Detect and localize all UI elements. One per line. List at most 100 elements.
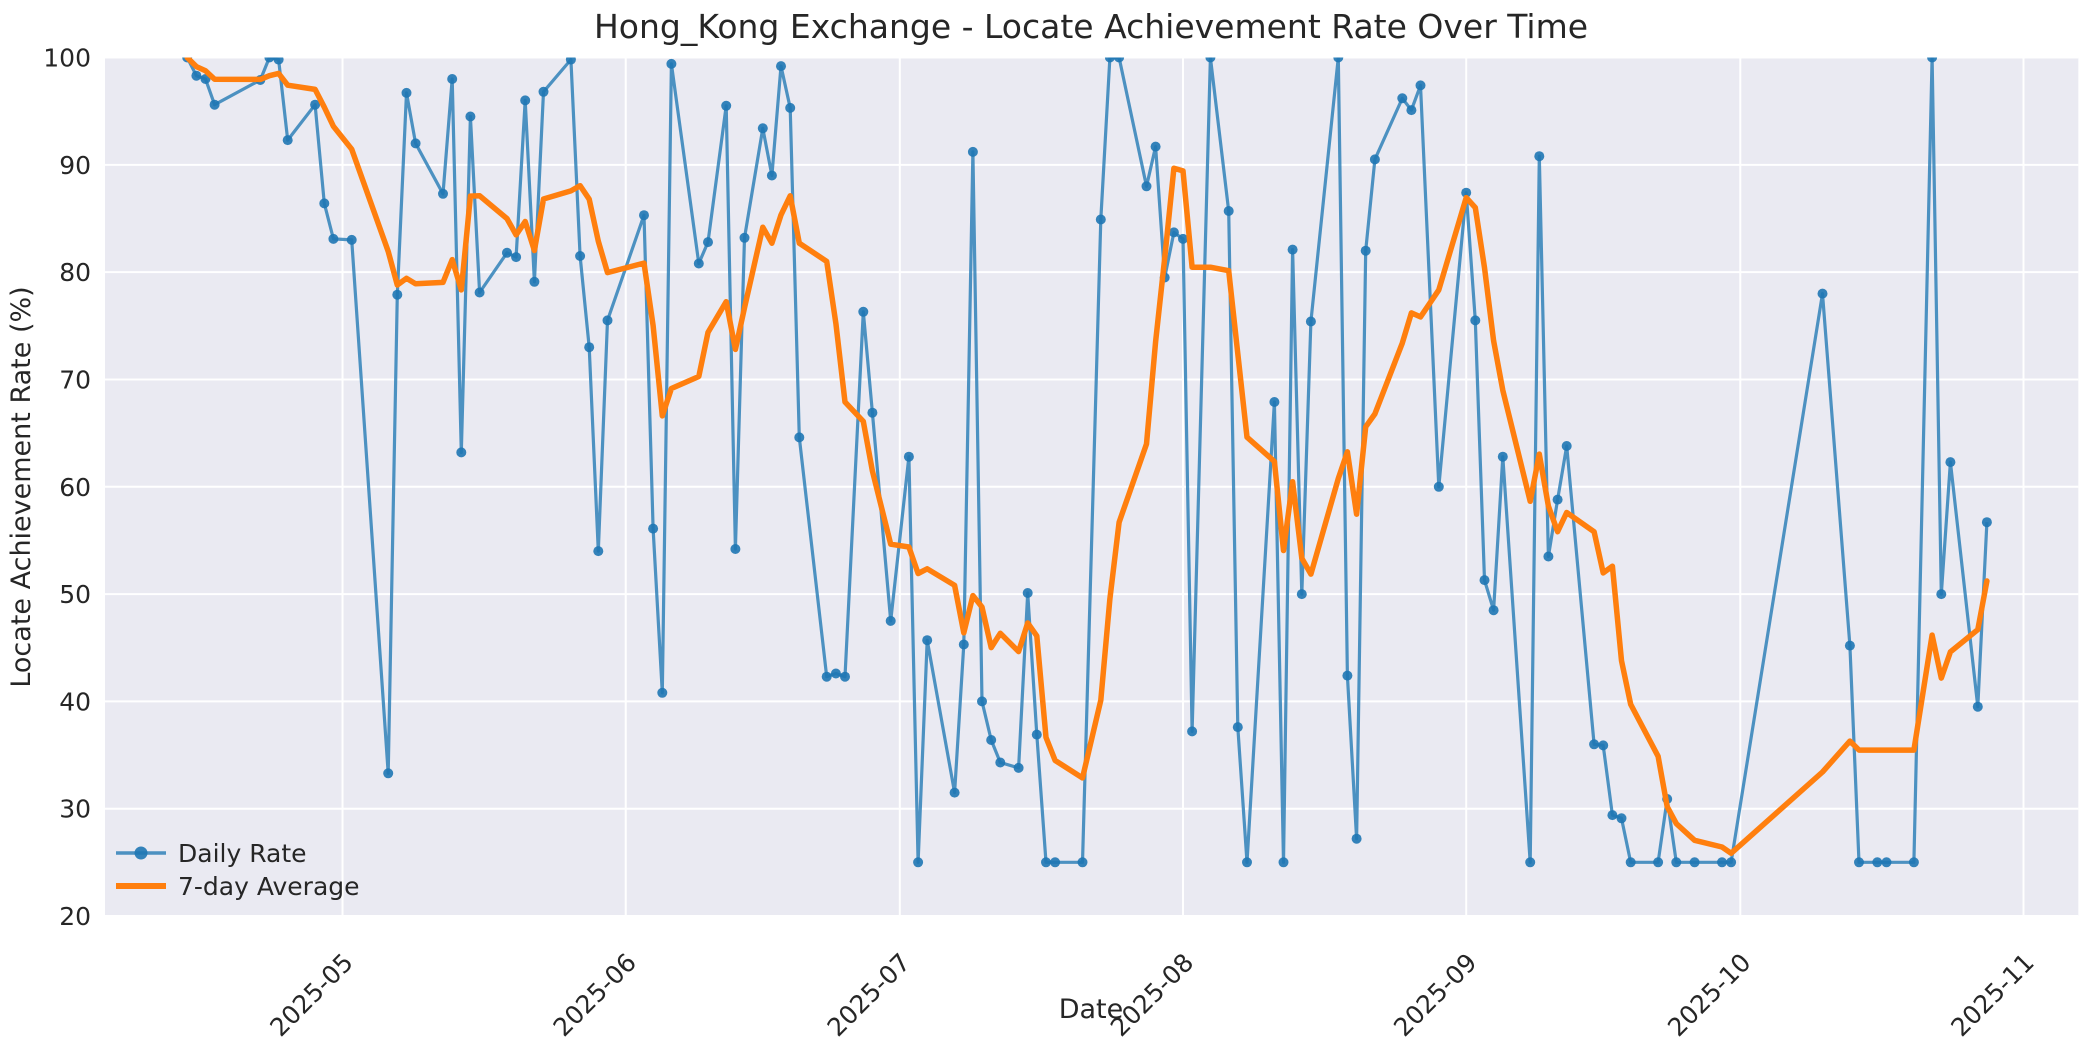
daily-rate-marker <box>401 87 412 98</box>
daily-rate-marker <box>1205 57 1216 63</box>
daily-rate-marker <box>1050 857 1061 868</box>
y-tick-label: 60 <box>59 473 91 502</box>
y-tick-label: 40 <box>59 687 91 716</box>
daily-rate-marker <box>1717 857 1727 868</box>
daily-rate-marker <box>730 544 741 554</box>
daily-rate-marker <box>282 135 293 146</box>
daily-rate-marker <box>1333 57 1344 63</box>
daily-rate-marker <box>465 111 476 122</box>
daily-rate-marker <box>529 276 540 287</box>
daily-rate-marker <box>721 100 732 111</box>
daily-rate-marker <box>776 61 786 72</box>
daily-rate-marker <box>1616 813 1627 824</box>
daily-rate-marker <box>1653 857 1664 868</box>
daily-rate-marker <box>575 251 586 261</box>
daily-rate-marker <box>456 447 467 458</box>
daily-rate-marker <box>1689 857 1700 868</box>
daily-rate-marker <box>1095 214 1106 225</box>
daily-rate-marker <box>648 523 659 534</box>
daily-rate-marker <box>584 342 595 353</box>
daily-rate-marker <box>1625 857 1636 868</box>
daily-rate-marker <box>1022 588 1033 598</box>
y-tick-label: 100 <box>43 44 91 73</box>
daily-rate-marker <box>1488 605 1499 616</box>
daily-rate-marker <box>1406 105 1417 116</box>
daily-rate-marker <box>1141 181 1152 192</box>
daily-rate-marker <box>1369 154 1380 165</box>
x-tick-label: 2025-05 <box>264 948 358 1042</box>
daily-rate-marker <box>867 407 878 418</box>
daily-rate-marker <box>1077 857 1088 868</box>
daily-rate-marker <box>693 258 704 269</box>
daily-rate-marker <box>1287 244 1298 255</box>
daily-rate-marker <box>1908 857 1919 868</box>
daily-rate-marker <box>1598 740 1609 751</box>
series-layer <box>182 57 1992 868</box>
daily-rate-marker <box>410 138 421 149</box>
daily-rate-marker <box>1031 729 1042 740</box>
y-tick-label: 30 <box>59 795 91 824</box>
daily-rate-marker <box>666 58 677 69</box>
daily-rate-marker <box>438 188 448 199</box>
daily-rate-marker <box>977 696 987 707</box>
daily-rate-marker <box>1114 57 1125 63</box>
daily-rate-marker <box>913 857 924 868</box>
daily-rate-marker <box>1305 316 1316 327</box>
y-axis-label: Locate Achievement Rate (%) <box>6 286 37 687</box>
daily-rate-marker <box>1872 857 1883 868</box>
daily-rate-marker <box>995 757 1006 768</box>
daily-rate-marker <box>191 70 202 81</box>
daily-rate-marker <box>346 234 357 245</box>
daily-rate-marker <box>766 170 777 181</box>
daily-rate-marker <box>1433 481 1444 492</box>
daily-rate-marker <box>785 102 796 113</box>
daily-rate-marker <box>1470 315 1481 326</box>
daily-rate-marker <box>1242 857 1252 868</box>
x-axis-label: Date <box>1059 994 1124 1025</box>
daily-rate-marker <box>1461 187 1472 198</box>
daily-rate-marker <box>1981 517 1992 528</box>
daily-rate-marker <box>319 198 330 209</box>
seven-day-average-line <box>184 57 1990 857</box>
daily-rate-marker <box>1269 397 1280 407</box>
daily-rate-marker <box>967 146 978 157</box>
x-tick-label: 2025-07 <box>822 948 916 1042</box>
daily-rate-marker <box>209 99 220 110</box>
daily-rate-marker <box>1232 722 1243 733</box>
daily-rate-marker <box>1150 141 1161 152</box>
daily-rate-marker <box>447 74 458 84</box>
daily-rate-marker <box>1187 726 1198 737</box>
x-tick-label: 2025-09 <box>1388 948 1482 1042</box>
daily-rate-marker <box>958 639 969 650</box>
daily-rate-marker <box>1525 857 1536 868</box>
daily-rate-marker <box>328 233 339 244</box>
daily-rate-marker <box>1726 857 1737 868</box>
daily-rate-marker <box>858 306 869 317</box>
daily-rate-marker <box>264 57 275 63</box>
daily-rate-marker <box>1041 857 1051 868</box>
daily-rate-marker <box>986 735 997 745</box>
daily-rate-marker <box>520 95 531 106</box>
daily-rate-marker <box>757 123 768 134</box>
daily-rate-marker <box>1927 57 1938 63</box>
daily-rate-marker <box>1552 494 1563 505</box>
daily-rate-marker <box>1278 857 1289 868</box>
daily-rate-marker <box>739 232 750 243</box>
y-tick-label: 90 <box>59 151 91 180</box>
chart-title: Hong_Kong Exchange - Locate Achievement … <box>594 7 1588 46</box>
daily-rate-marker <box>639 210 649 221</box>
daily-rate-marker <box>511 252 522 263</box>
daily-rate-marker <box>1671 857 1682 868</box>
daily-rate-marker <box>1844 640 1855 651</box>
daily-rate-marker <box>1589 739 1600 750</box>
daily-rate-marker <box>310 99 321 110</box>
daily-rate-marker <box>273 57 284 65</box>
daily-rate-marker <box>1479 575 1490 586</box>
gridlines <box>105 56 2079 917</box>
daily-rate-marker <box>1296 589 1307 600</box>
legend-daily-label: Daily Rate <box>178 839 307 868</box>
daily-rate-marker <box>383 768 394 779</box>
daily-rate-marker <box>1168 227 1179 238</box>
x-tick-label: 2025-06 <box>548 948 642 1042</box>
